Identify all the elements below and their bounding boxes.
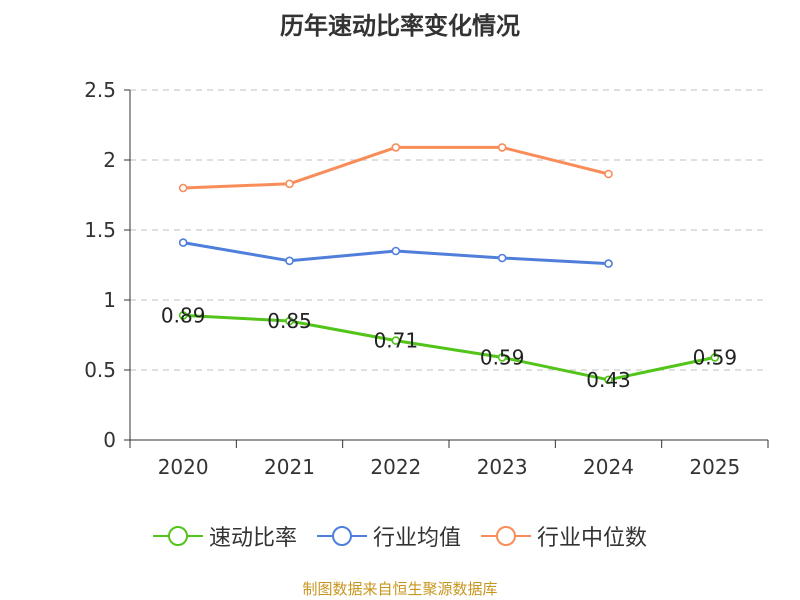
data-point bbox=[178, 183, 188, 193]
data-label: 0.43 bbox=[586, 368, 631, 392]
data-label: 0.59 bbox=[693, 345, 738, 369]
series-group bbox=[178, 143, 720, 385]
legend: 速动比率 行业均值 行业中位数 bbox=[0, 520, 800, 553]
y-tick-label: 1 bbox=[103, 288, 116, 312]
y-tick-label: 1.5 bbox=[84, 218, 116, 242]
x-tick-label: 2022 bbox=[370, 455, 421, 479]
legend-item[interactable]: 行业均值 bbox=[316, 520, 461, 552]
data-point bbox=[604, 169, 613, 179]
legend-label: 速动比率 bbox=[208, 526, 297, 551]
data-label: 0.71 bbox=[374, 329, 419, 353]
series-line bbox=[183, 313, 716, 382]
legend-item[interactable]: 行业中位数 bbox=[481, 520, 647, 552]
data-point bbox=[178, 311, 188, 320]
series-line bbox=[183, 145, 609, 190]
data-point bbox=[497, 143, 507, 152]
x-tick-label: 2023 bbox=[477, 455, 528, 479]
x-tick-label: 2021 bbox=[264, 455, 315, 479]
data-point bbox=[178, 238, 188, 247]
y-tick-label: 2.5 bbox=[84, 78, 116, 102]
legend-line-marker-icon bbox=[152, 525, 203, 547]
data-point bbox=[710, 353, 720, 362]
x-tick-label: 2020 bbox=[158, 455, 209, 479]
data-point bbox=[391, 336, 401, 345]
data-label: 0.59 bbox=[480, 345, 525, 369]
y-tick-label: 0 bbox=[103, 428, 116, 452]
legend-line-marker-icon bbox=[481, 525, 531, 547]
data-point bbox=[285, 256, 294, 266]
legend-line-marker-icon bbox=[316, 525, 367, 547]
data-point bbox=[285, 316, 294, 326]
y-tick-label: 0.5 bbox=[84, 358, 116, 382]
data-point bbox=[391, 246, 401, 256]
axes: 0 0.5 1 1.5 2 2.5 2020 2021 2022 2023 2024 2025 bbox=[84, 78, 769, 479]
data-label: 0.89 bbox=[161, 303, 206, 327]
legend-label: 行业均值 bbox=[372, 526, 461, 551]
data-point bbox=[285, 179, 294, 189]
data-label: 0.85 bbox=[267, 309, 312, 333]
y-tick-label: 2 bbox=[103, 148, 116, 172]
legend-item[interactable]: 速动比率 bbox=[152, 520, 297, 552]
data-point bbox=[604, 375, 613, 385]
source-note: 制图数据来自恒生聚源数据库 bbox=[302, 580, 498, 598]
data-point bbox=[497, 253, 507, 263]
legend-label: 行业中位数 bbox=[537, 526, 648, 551]
data-point bbox=[391, 143, 401, 152]
data-point bbox=[604, 259, 613, 268]
chart-title: 历年速动比率变化情况 bbox=[280, 12, 520, 40]
data-point bbox=[497, 353, 507, 362]
x-tick-label: 2024 bbox=[583, 455, 634, 479]
x-tick-label: 2025 bbox=[689, 455, 740, 479]
grid-lines bbox=[130, 89, 768, 371]
data-labels: 0.89 0.85 0.71 0.59 0.43 0.59 bbox=[161, 303, 737, 391]
